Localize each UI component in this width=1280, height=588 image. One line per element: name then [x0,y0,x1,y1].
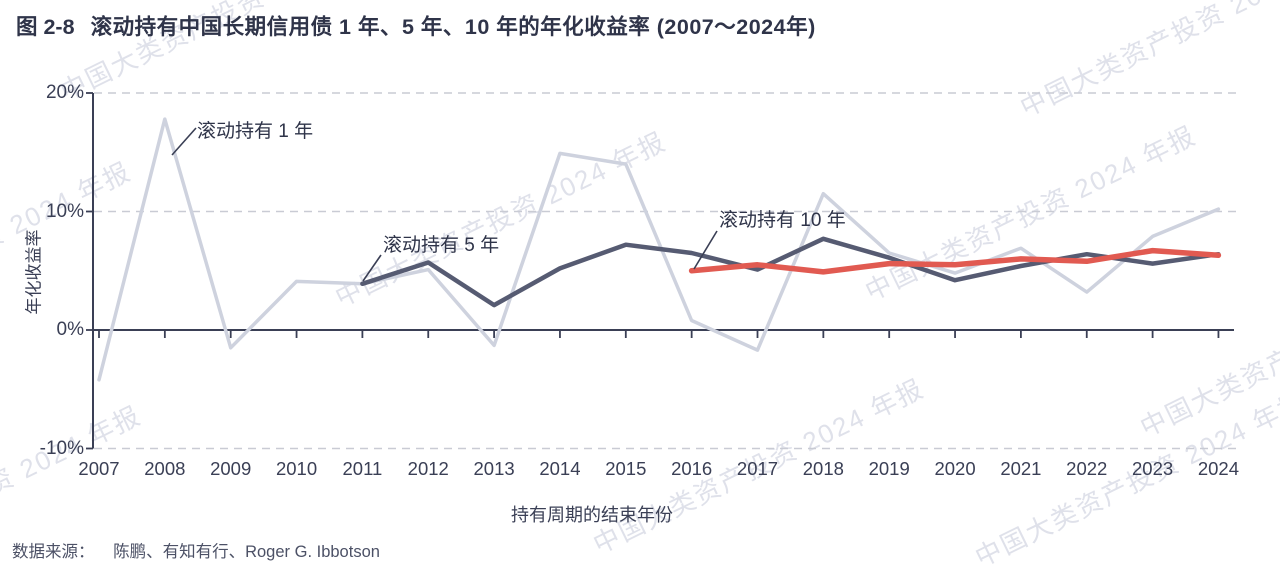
annotation-series-10yr: 滚动持有 10 年 [719,210,846,231]
data-source: 数据来源： 陈鹏、有知有行、Roger G. Ibbotson [12,538,380,562]
data-source-text: 陈鹏、有知有行、Roger G. Ibbotson [113,543,380,561]
x-tick-label: 2019 [868,458,910,479]
x-tick-label: 2018 [802,458,844,479]
x-tick-label: 2020 [934,458,976,479]
x-tick-label: 2022 [1066,458,1108,479]
x-tick-label: 2012 [407,458,449,479]
series-line-1 [360,236,1221,308]
annotation-pointer-0 [171,127,197,156]
x-tick-label: 2011 [342,458,383,479]
x-tick-label: 2007 [78,458,120,479]
x-tick-label: 2021 [1000,458,1042,479]
figure-title: 图 2-8 滚动持有中国长期信用债 1 年、5 年、10 年的年化收益率 (20… [16,10,816,41]
figure-title-text: 滚动持有中国长期信用债 1 年、5 年、10 年的年化收益率 (2007～202… [90,15,816,39]
x-tick-label: 2014 [539,458,581,479]
y-tick-label: 20% [45,82,84,103]
annotation-series-1yr: 滚动持有 1 年 [197,121,314,142]
data-source-label: 数据来源： [12,543,95,561]
y-tick-label: 10% [45,200,84,222]
annotation-series-5yr: 滚动持有 5 年 [383,235,500,256]
x-tick-label: 2015 [605,458,647,479]
x-tick-label: 2013 [473,458,515,479]
x-tick-label: 2008 [144,458,186,479]
x-tick-label: 2023 [1132,458,1174,479]
series-line-2 [688,247,1222,275]
chart-canvas [86,92,1238,450]
annotation-pointer-2 [693,230,718,270]
x-tick-label: 2024 [1197,458,1240,479]
x-tick-label: 2016 [671,458,713,479]
x-axis-title: 持有周期的结束年份 [511,505,673,525]
annotation-pointer-1 [362,254,382,282]
y-tick-label: -10% [39,437,84,459]
x-tick-label: 2017 [736,458,779,479]
x-tick-label: 2010 [275,458,318,479]
figure-number-label: 图 2-8 [16,15,75,39]
y-tick-label: 0% [56,319,84,340]
x-tick-label: 2009 [210,458,252,479]
series-line-0 [97,117,1221,382]
y-axis-title: 年化收益率 [24,229,44,315]
